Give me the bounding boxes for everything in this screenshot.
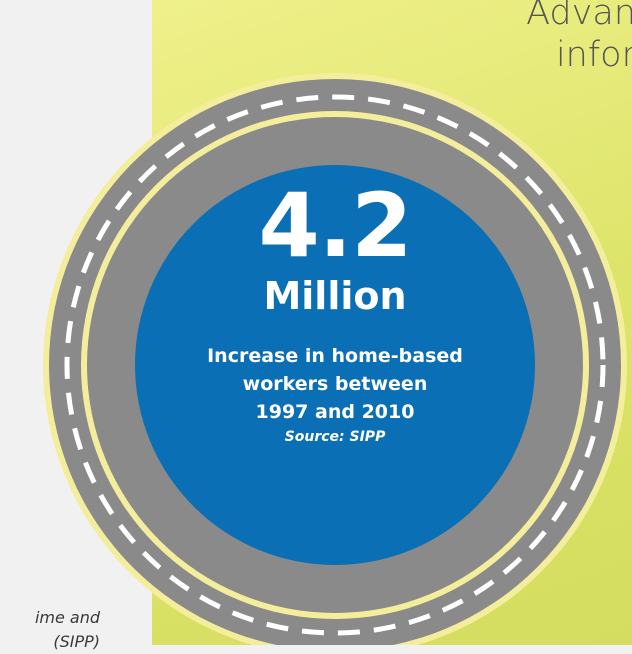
panel-heading-line-2: infor (555, 35, 632, 75)
panel-heading: Advan infor (526, 0, 632, 76)
stat-unit: Million (263, 274, 407, 318)
stat-description: Increase in home-based workers between 1… (140, 342, 530, 426)
stat-source: Source: SIPP (284, 429, 386, 445)
stat-block: 4.2 Million Increase in home-based worke… (140, 180, 530, 446)
stat-description-line-3: 1997 and 2010 (255, 401, 415, 423)
stat-value: 4.2 (258, 174, 413, 277)
panel-heading-line-1: Advan (526, 0, 632, 33)
left-caption-line-1: ime and (34, 608, 100, 627)
road-dashed-lane (64, 94, 606, 636)
stat-description-line-1: Increase in home-based (207, 345, 463, 367)
stat-description-line-2: workers between (242, 373, 428, 395)
stat-circle (135, 165, 535, 565)
